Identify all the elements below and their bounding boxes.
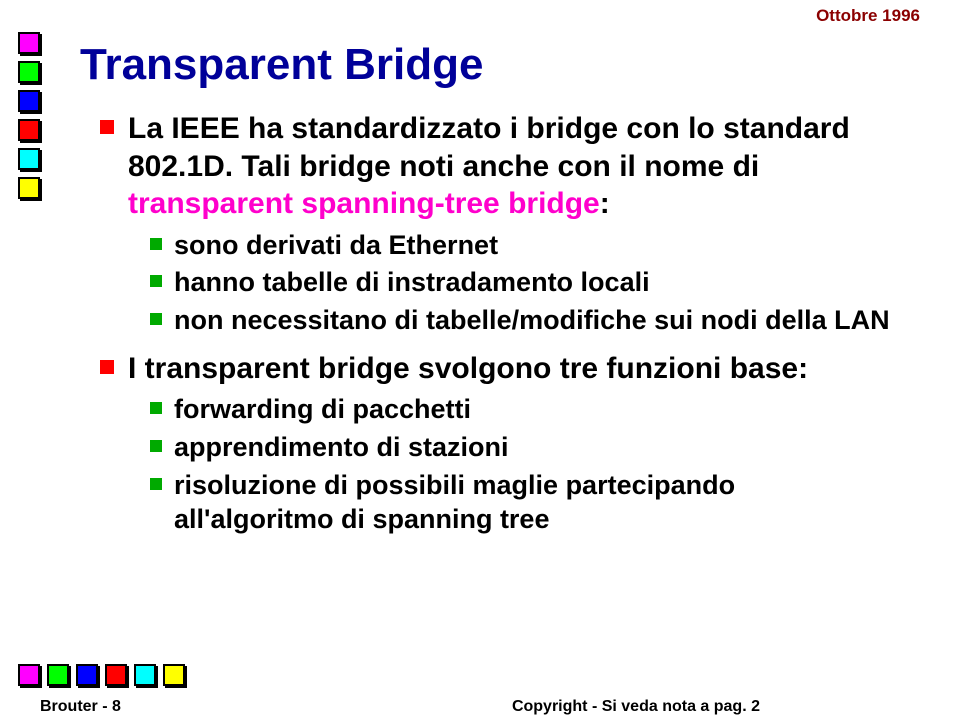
list-item: hanno tabelle di instradamento locali — [150, 266, 900, 300]
square-bullet-icon — [100, 120, 114, 134]
deco-square — [18, 32, 40, 54]
square-bullet-icon — [150, 238, 162, 250]
square-bullet-icon — [150, 478, 162, 490]
deco-square — [18, 90, 40, 112]
bullet-text: I transparent bridge svolgono tre funzio… — [128, 350, 808, 388]
footer-right: Copyright - Si veda nota a pag. 2 — [512, 698, 760, 716]
deco-square — [105, 664, 127, 686]
bullet-text: La IEEE ha standardizzato i bridge con l… — [128, 110, 900, 223]
list-item: risoluzione di possibili maglie partecip… — [150, 469, 900, 537]
slide-title: Transparent Bridge — [80, 40, 900, 90]
left-decorative-squares — [18, 32, 40, 199]
deco-square — [134, 664, 156, 686]
square-bullet-icon — [150, 402, 162, 414]
emphasized-term: transparent spanning-tree bridge — [128, 187, 600, 220]
deco-square — [76, 664, 98, 686]
bullet-text: non necessitano di tabelle/modifiche sui… — [174, 304, 890, 338]
deco-square — [18, 148, 40, 170]
square-bullet-icon — [150, 313, 162, 325]
deco-square — [47, 664, 69, 686]
bullet-text: risoluzione di possibili maglie partecip… — [174, 469, 900, 537]
footer-left: Brouter - 8 — [40, 698, 121, 716]
deco-square — [18, 61, 40, 83]
deco-square — [163, 664, 185, 686]
slide-content: Transparent Bridge La IEEE ha standardiz… — [80, 40, 900, 540]
header-date: Ottobre 1996 — [816, 6, 920, 26]
list-item: sono derivati da Ethernet — [150, 229, 900, 263]
square-bullet-icon — [100, 360, 114, 374]
list-item: apprendimento di stazioni — [150, 431, 900, 465]
list-item: forwarding di pacchetti — [150, 393, 900, 427]
deco-square — [18, 119, 40, 141]
bullet-text: sono derivati da Ethernet — [174, 229, 498, 263]
square-bullet-icon — [150, 275, 162, 287]
bullet-text: hanno tabelle di instradamento locali — [174, 266, 650, 300]
bottom-decorative-squares — [18, 664, 185, 686]
deco-square — [18, 177, 40, 199]
list-item: non necessitano di tabelle/modifiche sui… — [150, 304, 900, 338]
deco-square — [18, 664, 40, 686]
list-item: La IEEE ha standardizzato i bridge con l… — [100, 110, 900, 223]
bullet-text: apprendimento di stazioni — [174, 431, 509, 465]
list-item: I transparent bridge svolgono tre funzio… — [100, 350, 900, 388]
square-bullet-icon — [150, 440, 162, 452]
bullet-text: forwarding di pacchetti — [174, 393, 471, 427]
